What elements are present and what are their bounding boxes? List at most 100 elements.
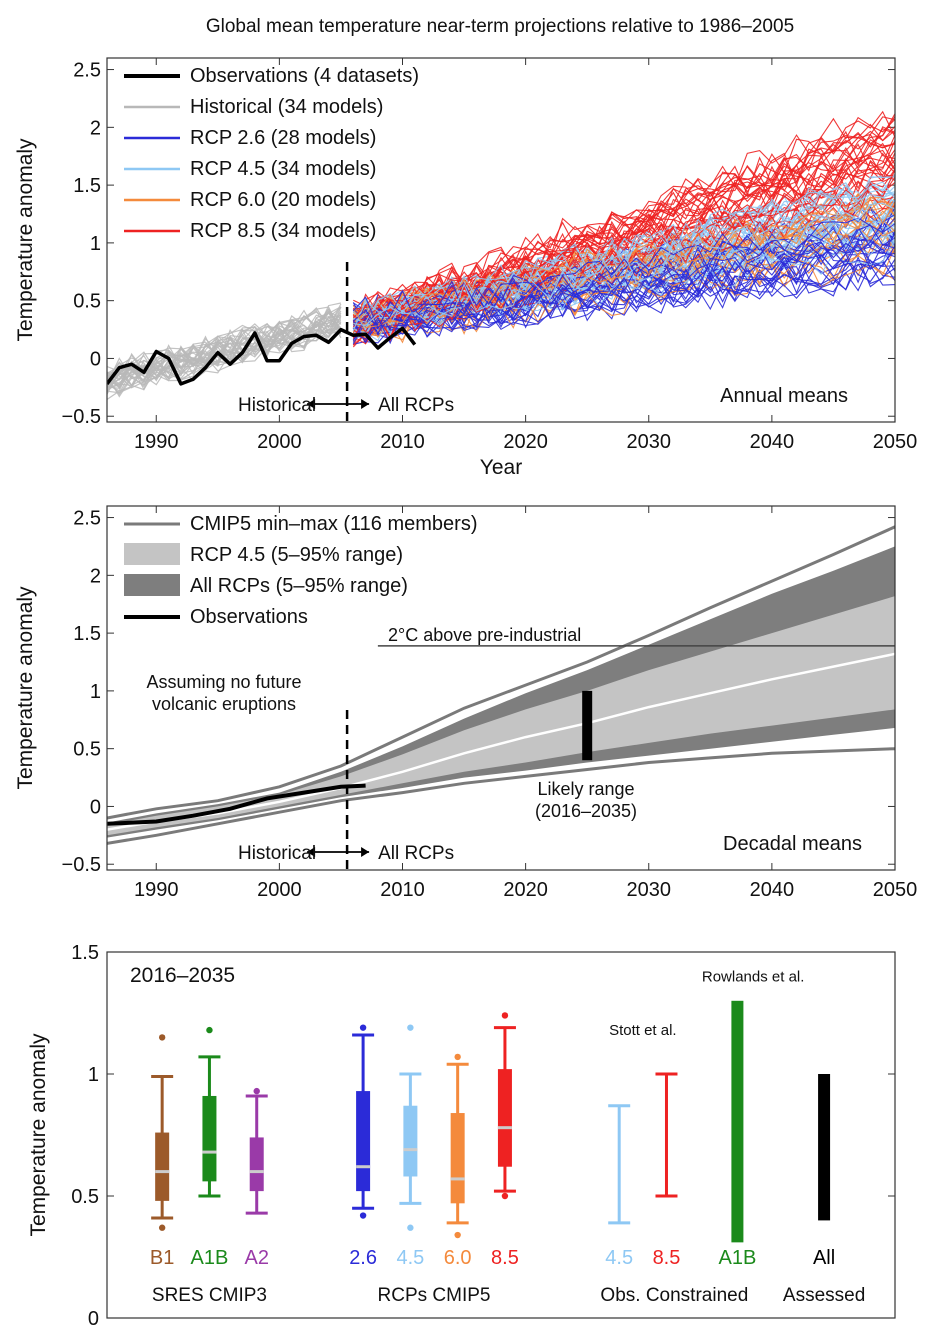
decadal-plot-frame [106,505,896,871]
figure-title: Global mean temperature near-term projec… [206,16,794,37]
annual-legend-label: RCP 6.0 (20 models) [190,189,376,211]
1-xtick-label: 2020 [503,879,548,901]
rcp26-model-line [352,224,895,331]
rcp85-model-line [353,126,895,323]
range-bar-All [818,1074,831,1221]
box-8.5 [497,1069,512,1167]
annual-plot-area [107,110,895,400]
rcp85-model-line [352,116,895,328]
0-xtick-label: 2050 [873,431,918,453]
0-ytick-label: 2.5 [73,60,101,82]
likely-range-bar [582,690,593,761]
0-xtick-label: 2010 [380,431,425,453]
median-line [107,652,895,831]
1-ytick-label: 0.5 [73,739,101,761]
preindustrial-2c-label: 2°C above pre-industrial [388,625,581,645]
volcanic-note-line1: Assuming no future [146,672,301,692]
rcp85-model-line [352,116,895,319]
1-ytick-label: 2.5 [73,508,101,530]
outlier-dot-4.5 [407,1024,414,1031]
1-ytick-label: 1.5 [73,623,101,645]
box-plot-frame [106,951,896,1319]
historical-model-line [107,310,342,389]
rcp85-model-line [352,169,895,341]
annual-rcps-label: All RCPs [378,395,454,416]
outlier-dot-6.0 [454,1231,461,1239]
annual-legend-label: Historical (34 models) [190,96,383,118]
range-label-A1B: A1B [718,1247,756,1269]
decadal-historical-label: Historical [238,843,316,864]
0-xtick-label: 2030 [627,431,672,453]
box-y-axis-label: Temperature anomaly [27,1033,50,1237]
box-ytick-label: 1 [88,1064,99,1086]
outlier-dot-4.5 [407,1224,414,1231]
group-label: Assessed [783,1285,865,1306]
box-label-8.5: 8.5 [491,1247,519,1269]
decadal-plot-area [107,525,895,845]
outlier-dot-B1 [158,1034,166,1041]
box-ytick-label: 1.5 [71,942,99,964]
study-label: Rowlands et al. [702,968,805,985]
decadal-legend-label: RCP 4.5 (5–95% range) [190,544,403,566]
historical-model-line [107,309,341,385]
outlier-dot-8.5 [501,1192,509,1200]
0-y-axis-label: Temperature anomaly [14,138,37,342]
rcp26-model-line [352,240,895,341]
likely-range-period-label: (2016–2035) [535,801,637,821]
1-ytick-label: 2 [90,565,101,587]
decadal-legend-label: CMIP5 min–max (116 members) [190,513,477,535]
rcp45-model-line [352,176,895,328]
historical-model-line [107,320,342,391]
box-label-A2: A2 [244,1247,268,1269]
group-label: SRES CMIP3 [152,1285,267,1306]
0-xtick-label: 1990 [134,431,179,453]
study-label: Stott et al. [609,1022,677,1039]
0-xtick-label: 2040 [750,431,795,453]
annual-legend-label: RCP 8.5 (34 models) [190,220,376,242]
decadal-means-label: Decadal means [723,833,862,855]
box-A2 [249,1137,264,1192]
outlier-dot-2.6 [359,1024,367,1031]
range-label-All: All [813,1247,835,1269]
box-label-4.5: 4.5 [396,1247,424,1269]
decadal-legend-swatch-band_rcp45 [124,543,180,565]
1-y-axis-label: Temperature anomaly [14,586,37,790]
1-ytick-label: 1 [90,681,101,703]
0-xtick-label: 2020 [503,431,548,453]
1-xtick-label: 2010 [380,879,425,901]
outlier-dot-6.0 [454,1053,461,1061]
rcp60-model-line [352,197,895,329]
rcp26-model-line [352,260,895,344]
range-label-4.5: 4.5 [605,1247,633,1269]
outlier-dot-2.6 [359,1212,367,1219]
0-ytick-label: 0 [90,348,101,370]
likely-range-label: Likely range [537,779,634,799]
1-xtick-label: 2030 [627,879,672,901]
group-label: Obs. Constrained [600,1285,748,1306]
panel-annual-means: −0.5 0 0.5 1 1.5 2 2.5 1990 2000 2010 2020 2030 2040… [14,57,918,479]
range-label-8.5: 8.5 [653,1247,681,1269]
box-label-A1B: A1B [191,1247,229,1269]
outlier-dot-B1 [158,1224,166,1231]
1-xtick-label: 2050 [873,879,918,901]
cmip5-max-line [107,525,895,820]
panel-2016-2035-distribution: 0 0.5 1 1.5 Temperature anomaly 2016–2035 B1 A1… [27,942,896,1327]
panel-decadal-means: −0.5 0 0.5 1 1.5 2 2.5 1990 2000 2010 2020 2030 2040… [14,505,918,901]
0-ytick-label: 1.5 [73,175,101,197]
box-B1 [155,1132,170,1201]
box-A1B [202,1095,217,1182]
observations-line [107,326,417,386]
box-label-B1: B1 [150,1247,174,1269]
observations-line [107,783,366,826]
rcp26-model-line [352,217,895,329]
box-2.6 [356,1091,371,1192]
annual-means-label: Annual means [720,385,848,407]
rcp85-model-line [352,142,895,328]
rcp26-model-line [353,263,895,333]
decadal-legend-label: Observations [190,606,308,628]
outlier-dot-8.5 [501,1012,509,1019]
1-ytick-label: −0.5 [62,854,101,876]
decadal-legend-swatch-band_all [124,574,180,596]
rcp60-model-line [353,197,895,330]
